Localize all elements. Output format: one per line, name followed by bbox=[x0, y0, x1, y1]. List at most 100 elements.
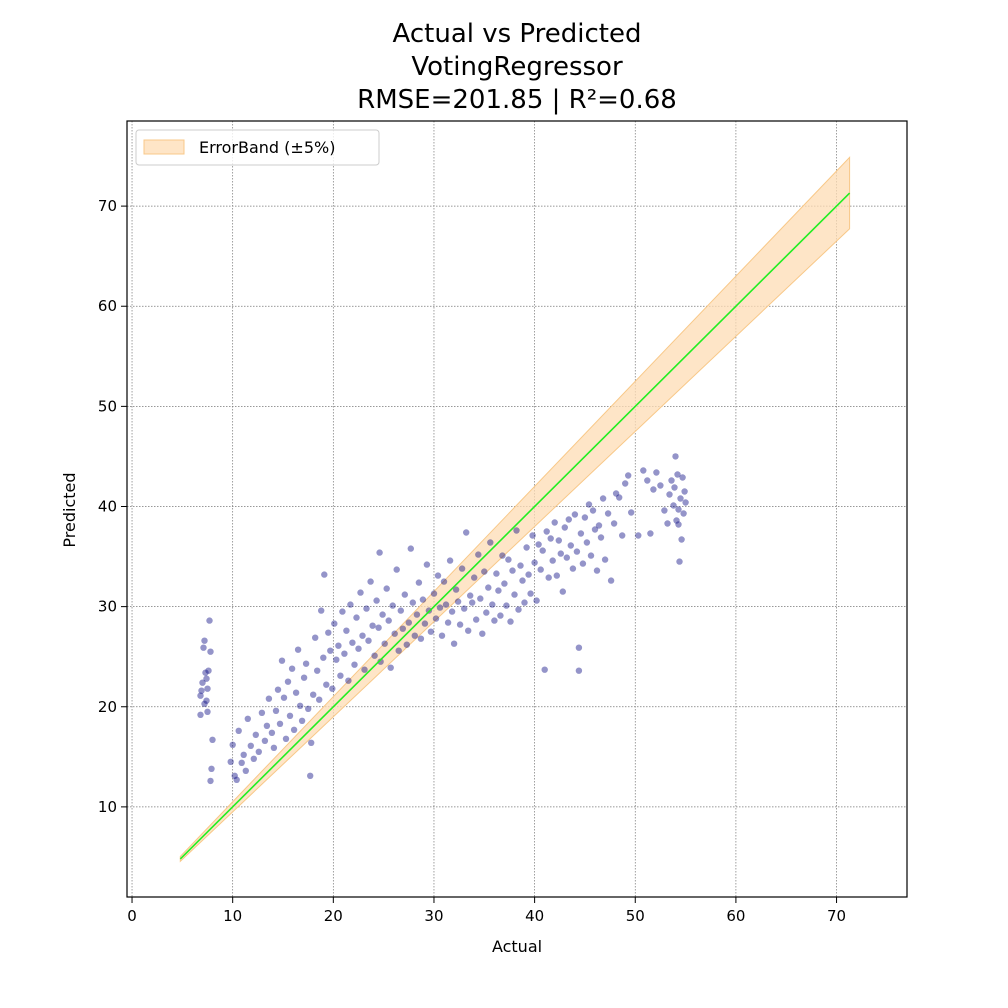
data-point bbox=[561, 524, 568, 531]
data-point bbox=[591, 526, 599, 533]
data-point bbox=[231, 772, 238, 779]
data-point bbox=[493, 570, 500, 577]
data-point bbox=[485, 584, 492, 591]
data-point bbox=[604, 510, 612, 517]
data-point bbox=[207, 648, 214, 655]
data-point bbox=[349, 639, 356, 646]
data-point bbox=[270, 744, 278, 751]
data-point bbox=[456, 621, 464, 628]
data-point bbox=[681, 488, 688, 495]
error-band-area bbox=[179, 156, 851, 863]
data-point bbox=[375, 624, 382, 631]
data-point bbox=[294, 646, 302, 653]
data-point bbox=[359, 632, 366, 639]
data-point bbox=[395, 647, 402, 654]
y-tick-label-70: 70 bbox=[98, 197, 117, 215]
data-point bbox=[423, 561, 431, 568]
data-point bbox=[559, 588, 566, 595]
data-point bbox=[263, 722, 271, 729]
data-point bbox=[387, 664, 394, 671]
data-point bbox=[258, 709, 266, 716]
data-point bbox=[207, 777, 214, 785]
data-point bbox=[679, 474, 686, 481]
data-point bbox=[473, 616, 480, 623]
data-point bbox=[391, 630, 398, 637]
data-point bbox=[343, 627, 350, 634]
data-point bbox=[198, 687, 205, 694]
data-point bbox=[543, 528, 550, 535]
data-point bbox=[383, 585, 390, 592]
data-point bbox=[551, 519, 558, 526]
data-point bbox=[335, 642, 342, 649]
data-point bbox=[471, 574, 478, 581]
data-point bbox=[204, 685, 211, 692]
data-point bbox=[467, 592, 474, 599]
data-point bbox=[593, 567, 601, 574]
data-point bbox=[427, 628, 435, 635]
data-point bbox=[555, 537, 562, 544]
data-point bbox=[495, 587, 502, 594]
chart-title-line-2: VotingRegressor bbox=[411, 52, 623, 82]
data-point bbox=[657, 482, 664, 489]
data-point bbox=[208, 765, 215, 772]
data-point bbox=[487, 539, 494, 546]
data-point bbox=[381, 640, 388, 647]
data-point bbox=[255, 748, 262, 755]
data-point bbox=[351, 661, 358, 668]
data-point bbox=[607, 577, 615, 584]
data-point bbox=[619, 532, 626, 539]
data-point bbox=[417, 635, 425, 642]
data-point bbox=[284, 678, 292, 685]
data-point bbox=[197, 692, 204, 699]
data-point bbox=[527, 590, 534, 597]
data-point bbox=[599, 495, 607, 502]
data-point bbox=[296, 702, 304, 709]
data-point bbox=[463, 529, 470, 536]
x-tick-label-70: 70 bbox=[827, 907, 846, 925]
data-point bbox=[274, 686, 282, 693]
data-point bbox=[563, 554, 570, 561]
data-point bbox=[415, 579, 423, 586]
data-point bbox=[205, 667, 212, 674]
data-point bbox=[499, 552, 506, 559]
data-point bbox=[268, 729, 276, 736]
data-point bbox=[458, 565, 466, 572]
data-point bbox=[616, 494, 623, 501]
data-point bbox=[674, 471, 681, 478]
data-point bbox=[680, 510, 687, 517]
data-point bbox=[292, 689, 300, 696]
data-point bbox=[461, 605, 468, 612]
legend-label-error-band: ErrorBand (±5%) bbox=[199, 138, 335, 157]
data-point bbox=[397, 607, 404, 614]
data-point bbox=[434, 572, 442, 579]
data-point bbox=[585, 501, 593, 508]
data-point bbox=[622, 480, 629, 487]
data-point bbox=[672, 453, 679, 460]
data-point bbox=[571, 511, 579, 518]
data-point bbox=[440, 578, 448, 585]
data-point bbox=[314, 667, 321, 674]
data-point bbox=[250, 755, 257, 762]
data-point bbox=[483, 609, 490, 616]
legend-swatch-error-band bbox=[143, 139, 185, 155]
data-point bbox=[489, 601, 496, 608]
data-point bbox=[327, 647, 334, 654]
data-point bbox=[341, 650, 348, 657]
data-point bbox=[553, 572, 560, 579]
data-point bbox=[227, 758, 234, 765]
data-point bbox=[644, 477, 651, 484]
data-point bbox=[521, 599, 528, 606]
data-point bbox=[501, 580, 508, 587]
data-point bbox=[547, 535, 554, 542]
data-point bbox=[673, 517, 680, 524]
data-point bbox=[666, 491, 673, 498]
data-point bbox=[446, 557, 454, 564]
data-point bbox=[201, 700, 208, 707]
data-point bbox=[331, 620, 338, 627]
data-point bbox=[201, 637, 208, 644]
data-point bbox=[612, 490, 620, 497]
data-point bbox=[477, 595, 484, 602]
x-axis-label: Actual bbox=[492, 937, 542, 956]
data-point bbox=[635, 532, 642, 539]
data-point bbox=[238, 759, 245, 766]
